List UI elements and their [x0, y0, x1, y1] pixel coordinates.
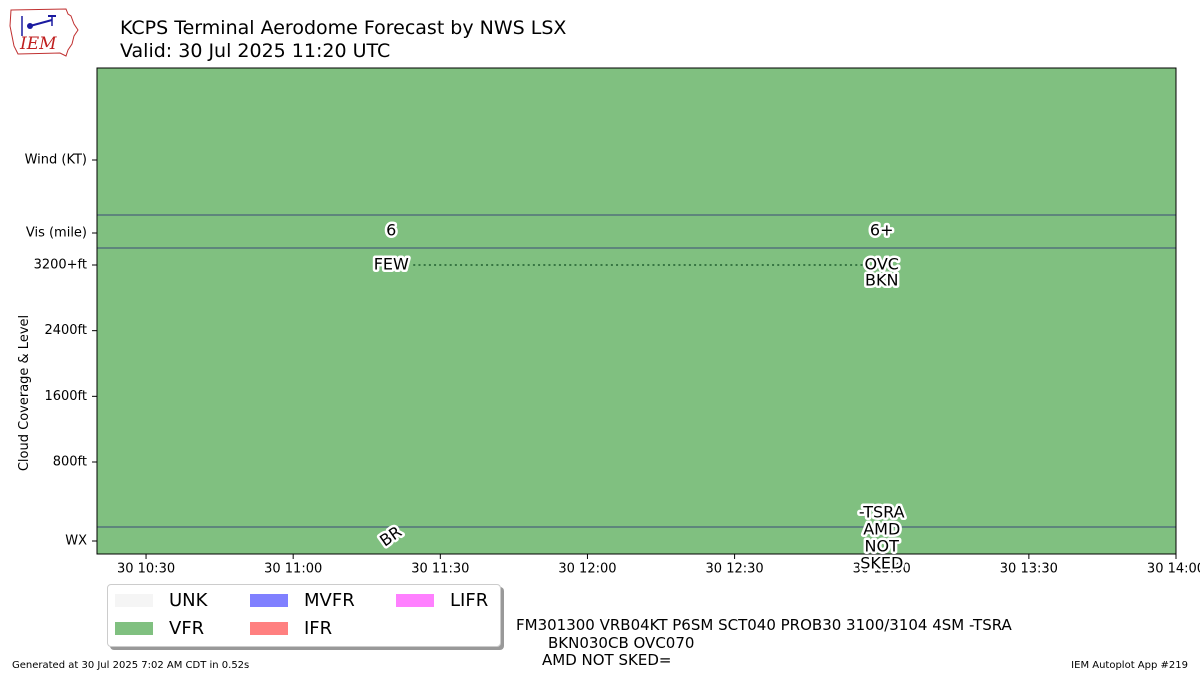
wx-label-1-2: NOT [865, 537, 900, 556]
cloud-label-0-0-halo: FEW [374, 255, 409, 274]
legend-label-lifr: LIFR [450, 589, 489, 611]
cloud-label-0-0: FEW [374, 255, 409, 274]
cloud-label-1-1-halo: BKN [865, 271, 898, 290]
legend-item-unk: UNK [115, 589, 207, 611]
legend-item-mvfr: MVFR [250, 589, 355, 611]
x-tick-label-4: 30 12:30 [706, 562, 764, 577]
y-tick-label-cloud-2: 1600ft [44, 389, 87, 404]
x-tick-label-2: 30 11:30 [411, 562, 469, 577]
wx-label-1-3-halo: SKED [860, 554, 903, 573]
legend-label-mvfr: MVFR [304, 589, 355, 611]
cloud-label-1-0: OVC [865, 255, 899, 274]
wx-label-1-0: -TSRA [859, 503, 905, 522]
vis-label-0-halo: 6 [386, 221, 396, 240]
wx-label-1-1: AMD [863, 520, 900, 539]
legend-label-unk: UNK [169, 589, 208, 611]
taf-text-line2: BKN030CB OVC070 [548, 634, 695, 652]
wx-label-1-2-halo: NOT [865, 537, 900, 556]
wx-label-1-0-halo: -TSRA [859, 503, 905, 522]
iowa-map-icon [9, 8, 79, 57]
legend-item-lifr: LIFR [396, 589, 488, 611]
y-tick-label-cloud-1: 2400ft [44, 323, 87, 338]
x-tick-label-5: 30 13:00 [853, 562, 911, 577]
y-axis-title: Cloud Coverage & Level [17, 315, 32, 471]
vis-label-1-halo: 6+ [870, 221, 894, 240]
legend-swatch-lifr [396, 593, 434, 607]
taf-text-line1: FM301300 VRB04KT P6SM SCT040 PROB30 3100… [516, 616, 1012, 634]
y-tick-label-vis: Vis (mile) [26, 226, 87, 241]
wx-label-1-1-halo: AMD [863, 520, 900, 539]
y-tick-label-wx: WX [65, 534, 87, 549]
vfr-background [97, 68, 1176, 554]
legend-swatch-unk [115, 593, 153, 607]
iem-logo: IEM [8, 6, 80, 58]
chart-subtitle: Valid: 30 Jul 2025 11:20 UTC [120, 40, 391, 62]
legend-label-ifr: IFR [304, 617, 333, 639]
vis-label-1: 6+ [870, 221, 894, 240]
y-tick-label-cloud-0: 3200+ft [34, 258, 87, 273]
logo-text: IEM [20, 34, 57, 54]
x-tick-label-1: 30 11:00 [264, 562, 322, 577]
x-tick-label-7: 30 14:00 [1147, 562, 1200, 577]
legend-item-ifr: IFR [250, 617, 332, 639]
plot-frame [96, 67, 1177, 555]
legend-swatch-ifr [250, 621, 288, 635]
cloud-label-1-1: BKN [865, 271, 898, 290]
app-credit: IEM Autoplot App #219 [1071, 660, 1188, 671]
cloud-label-1-0-halo: OVC [865, 255, 899, 274]
y-tick-label-wind: Wind (KT) [25, 153, 87, 168]
legend-item-vfr: VFR [115, 617, 204, 639]
y-tick-label-cloud-3: 800ft [53, 455, 87, 470]
legend-label-vfr: VFR [169, 617, 205, 639]
wx-label-1-3: SKED [860, 554, 903, 573]
taf-timeline-chart: 30 10:30 30 11:00 30 11:30 30 12:00 30 12:30… [17, 67, 1200, 577]
taf-text-line3: AMD NOT SKED= [542, 651, 672, 669]
chart-title: KCPS Terminal Aerodome Forecast by NWS L… [120, 17, 567, 39]
x-tick-label-6: 30 13:30 [1000, 562, 1058, 577]
vis-label-0: 6 [386, 221, 396, 240]
legend-swatch-vfr [115, 621, 153, 635]
x-tick-label-3: 30 12:00 [558, 562, 616, 577]
generated-timestamp: Generated at 30 Jul 2025 7:02 AM CDT in … [12, 660, 250, 671]
legend-swatch-mvfr [250, 593, 288, 607]
x-tick-label-0: 30 10:30 [117, 562, 175, 577]
legend: UNK VFR MVFR IFR LIFR [107, 584, 501, 647]
